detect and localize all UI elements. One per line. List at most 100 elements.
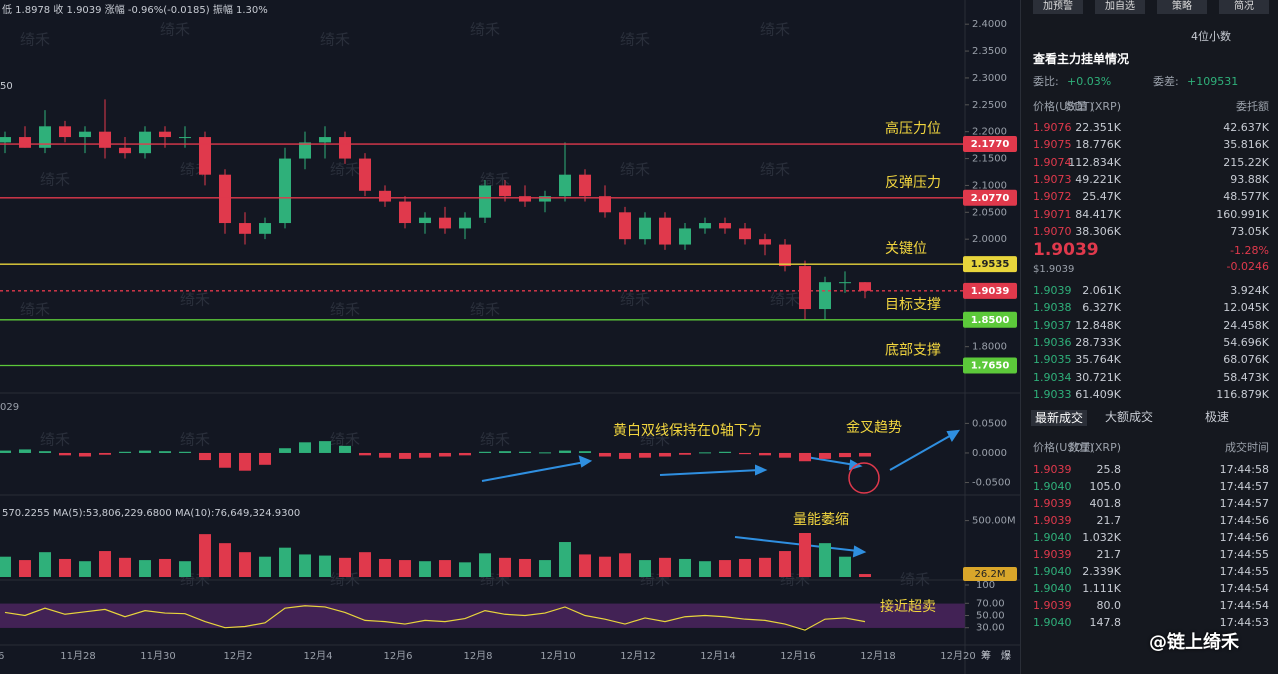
depth-link[interactable]: 查看主力挂单情况 xyxy=(1033,52,1130,66)
macd-label: 029 xyxy=(0,402,19,413)
candle-body xyxy=(319,137,331,143)
annotation: 黄白双线保持在0轴下方 xyxy=(613,422,762,439)
trade-price: 1.9040 xyxy=(1033,582,1072,595)
candle-body xyxy=(159,131,171,138)
macd-bar xyxy=(159,451,171,453)
ratio: +0.03% xyxy=(1067,75,1112,88)
candle-body xyxy=(379,190,391,202)
volume-bar xyxy=(139,560,151,577)
last-price: 1.9039 xyxy=(1033,240,1099,260)
macd-bar xyxy=(99,452,111,455)
volume-bar xyxy=(0,556,11,577)
rsi-line xyxy=(4,605,866,631)
volume-bar xyxy=(559,542,571,577)
ask-cell: 1.9072 xyxy=(1033,190,1072,204)
candle-body xyxy=(499,185,511,197)
button[interactable]: 加预警 xyxy=(1033,0,1083,14)
ratio-label: 委比: xyxy=(1033,75,1059,88)
macd-bar xyxy=(719,451,731,453)
volume-bar xyxy=(359,552,371,577)
volume-bar xyxy=(519,558,531,577)
tab[interactable]: 大额成交 xyxy=(1105,410,1154,424)
diff: +109531 xyxy=(1187,75,1239,88)
ask-cell: 1.9076 xyxy=(1033,121,1072,134)
x-tick-label: 12月2 xyxy=(223,650,252,662)
candle-body xyxy=(439,217,451,229)
volume-bar xyxy=(479,553,491,577)
volume-bar xyxy=(99,551,111,577)
y-tick-label: -0.0500 xyxy=(972,478,1011,489)
macd-bar xyxy=(299,442,311,453)
macd-bar xyxy=(479,451,491,453)
y-tick-label: 2.0000 xyxy=(972,234,1007,245)
ask-cell: 22.351K xyxy=(1075,121,1121,134)
volume-bar xyxy=(219,543,231,577)
trade-qty: 401.8 xyxy=(1089,497,1122,510)
volume-bar xyxy=(439,560,451,577)
watermark: 绮禾 xyxy=(620,31,650,49)
candle-body xyxy=(679,228,691,245)
ask-cell: 112.834K xyxy=(1068,155,1121,169)
watermark: 绮禾 xyxy=(20,301,50,319)
macd-bar xyxy=(859,452,871,457)
watermark: 绮禾 xyxy=(330,571,360,589)
candle-body xyxy=(659,217,671,245)
ask-cell: 1.9074 xyxy=(1033,155,1072,169)
volume-bar xyxy=(699,561,711,577)
y-tick-label: 2.1500 xyxy=(972,154,1007,165)
volume-bar xyxy=(179,561,191,577)
tab[interactable]: 极速 xyxy=(1205,410,1230,424)
macd-bar xyxy=(779,452,791,458)
volume-bar xyxy=(779,551,791,577)
x-tick-label: 12月6 xyxy=(383,650,412,662)
bid-cell: 28.733K xyxy=(1075,335,1121,349)
price-tag-label: 2.0770 xyxy=(971,193,1010,204)
macd-bar xyxy=(119,451,131,453)
price-tag xyxy=(963,311,1017,328)
trade-time: 17:44:58 xyxy=(1219,463,1269,476)
macd-bar xyxy=(259,452,271,465)
macd-bar xyxy=(39,451,51,453)
candle-body xyxy=(99,131,111,148)
y-tick-label: 2.3500 xyxy=(972,46,1007,57)
annotation: 接近超卖 xyxy=(880,598,936,615)
last-usd: $1.9039 xyxy=(1033,264,1075,275)
trade-qty: 25.8 xyxy=(1096,463,1122,476)
ask-cell: 160.991K xyxy=(1216,207,1269,221)
candle-body xyxy=(339,137,351,159)
trade-price: 1.9039 xyxy=(1033,497,1072,510)
trade-time: 17:44:55 xyxy=(1219,548,1269,561)
watermark: 绮禾 xyxy=(760,161,790,179)
candle-body xyxy=(739,228,751,240)
button[interactable]: 加自选 xyxy=(1095,0,1145,14)
button[interactable]: 策略 xyxy=(1157,0,1207,14)
macd-bar xyxy=(679,452,691,455)
macd-bar xyxy=(439,452,451,457)
trade-header: 数量(XRP) xyxy=(1068,441,1121,454)
level-name: 高压力位 xyxy=(885,120,941,137)
bid-cell: 68.076K xyxy=(1223,353,1269,367)
trade-price: 1.9039 xyxy=(1033,463,1072,476)
candle-body xyxy=(399,201,411,224)
tab[interactable]: 最新成交 xyxy=(1031,410,1088,426)
watermark: 绮禾 xyxy=(470,21,500,39)
volume-bar xyxy=(859,574,871,577)
watermark: 绮禾 xyxy=(620,291,650,309)
macd-bar xyxy=(459,452,471,456)
macd-bar xyxy=(419,452,431,458)
watermark: 绮禾 xyxy=(480,431,510,449)
candle-body xyxy=(199,137,211,175)
volume-bar xyxy=(459,562,471,577)
x-tick-label: 12月10 xyxy=(540,650,575,662)
volume-bar xyxy=(579,554,591,577)
volume-bar xyxy=(79,561,91,577)
trade-price: 1.9040 xyxy=(1033,531,1072,544)
button[interactable]: 简况 xyxy=(1219,0,1269,14)
volume-bar xyxy=(399,560,411,577)
candle-body xyxy=(839,282,851,284)
macd-bar xyxy=(319,441,331,453)
volume-bar xyxy=(199,534,211,577)
decimals[interactable]: 4位小数 xyxy=(1191,30,1231,43)
bid-cell: 3.924K xyxy=(1230,284,1269,297)
